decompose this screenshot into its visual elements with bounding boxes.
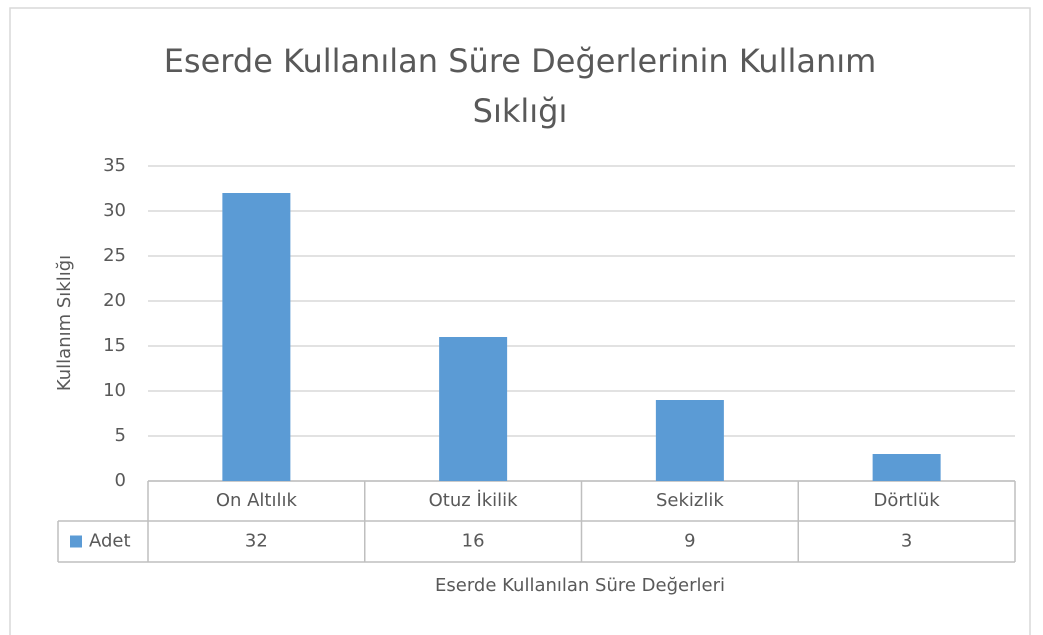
bar: [439, 337, 508, 481]
chart-border: [9, 7, 1031, 635]
y-tick-label: 10: [103, 380, 126, 401]
y-tick-label: 15: [103, 335, 126, 356]
bar: [655, 400, 724, 481]
x-tick-label: Dörtlük: [874, 490, 941, 511]
y-tick-label: 25: [103, 245, 126, 266]
x-axis-label: Eserde Kullanılan Süre Değerleri: [435, 575, 725, 596]
legend-swatch: [70, 535, 82, 548]
table-value: 32: [245, 531, 268, 552]
table-value: 3: [901, 531, 912, 552]
y-tick-label: 0: [115, 470, 126, 491]
legend-label: Adet: [89, 531, 131, 552]
table-value: 16: [462, 531, 485, 552]
x-tick-label: On Altılık: [216, 490, 298, 511]
y-tick-label: 20: [103, 290, 126, 311]
x-tick-label: Sekizlik: [656, 490, 724, 511]
y-axis-label: Kullanım Sıklığı: [54, 255, 75, 391]
y-tick-label: 30: [103, 200, 126, 221]
chart-title: Eserde Kullanılan Süre Değerlerinin Kull…: [163, 42, 877, 130]
table-value: 9: [684, 531, 695, 552]
bar: [222, 193, 291, 481]
bar: [872, 454, 941, 481]
x-tick-label: Otuz İkilik: [429, 490, 519, 511]
y-tick-label: 5: [115, 425, 126, 446]
y-tick-label: 35: [103, 155, 126, 176]
